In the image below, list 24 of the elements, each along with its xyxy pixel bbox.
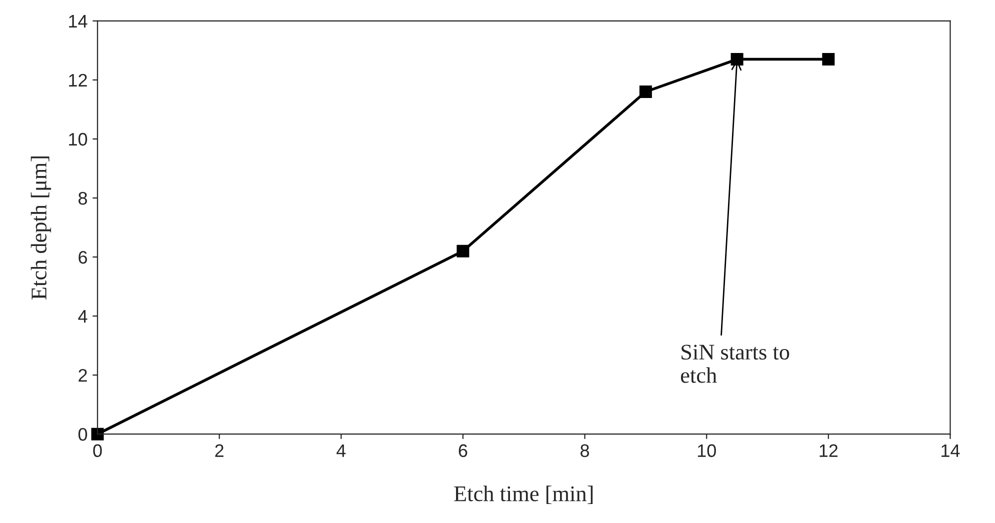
point bbox=[639, 86, 652, 98]
x-tick-label: 6 bbox=[458, 444, 468, 458]
y-tick-label: 12 bbox=[69, 74, 87, 86]
x-tick-label: 14 bbox=[942, 444, 960, 457]
x-tick-label: 2 bbox=[215, 444, 224, 457]
y-tick-label: 10 bbox=[69, 132, 88, 146]
point bbox=[456, 244, 470, 258]
y-tick-label: 4 bbox=[78, 310, 88, 323]
y-tick-label: 14 bbox=[69, 15, 88, 28]
x-tick-label: 12 bbox=[820, 444, 838, 457]
point bbox=[822, 53, 835, 66]
annotation: SiN starts to etch bbox=[680, 344, 790, 383]
y-tick-label: 0 bbox=[78, 428, 88, 441]
y-tick-label: 8 bbox=[78, 192, 88, 205]
x-tick-label: 4 bbox=[336, 444, 346, 457]
x-tick-label: 8 bbox=[580, 444, 590, 458]
x-axis-title: Etch time [min] bbox=[454, 486, 593, 504]
y-tick-label: 6 bbox=[78, 250, 87, 264]
point bbox=[730, 53, 744, 66]
y-tick-label: 2 bbox=[78, 369, 87, 382]
x-tick-label: 0 bbox=[93, 444, 102, 458]
y-axis-title: Etch depth [μm] bbox=[30, 156, 52, 300]
x-tick-label: 10 bbox=[698, 444, 716, 458]
point bbox=[91, 428, 104, 440]
